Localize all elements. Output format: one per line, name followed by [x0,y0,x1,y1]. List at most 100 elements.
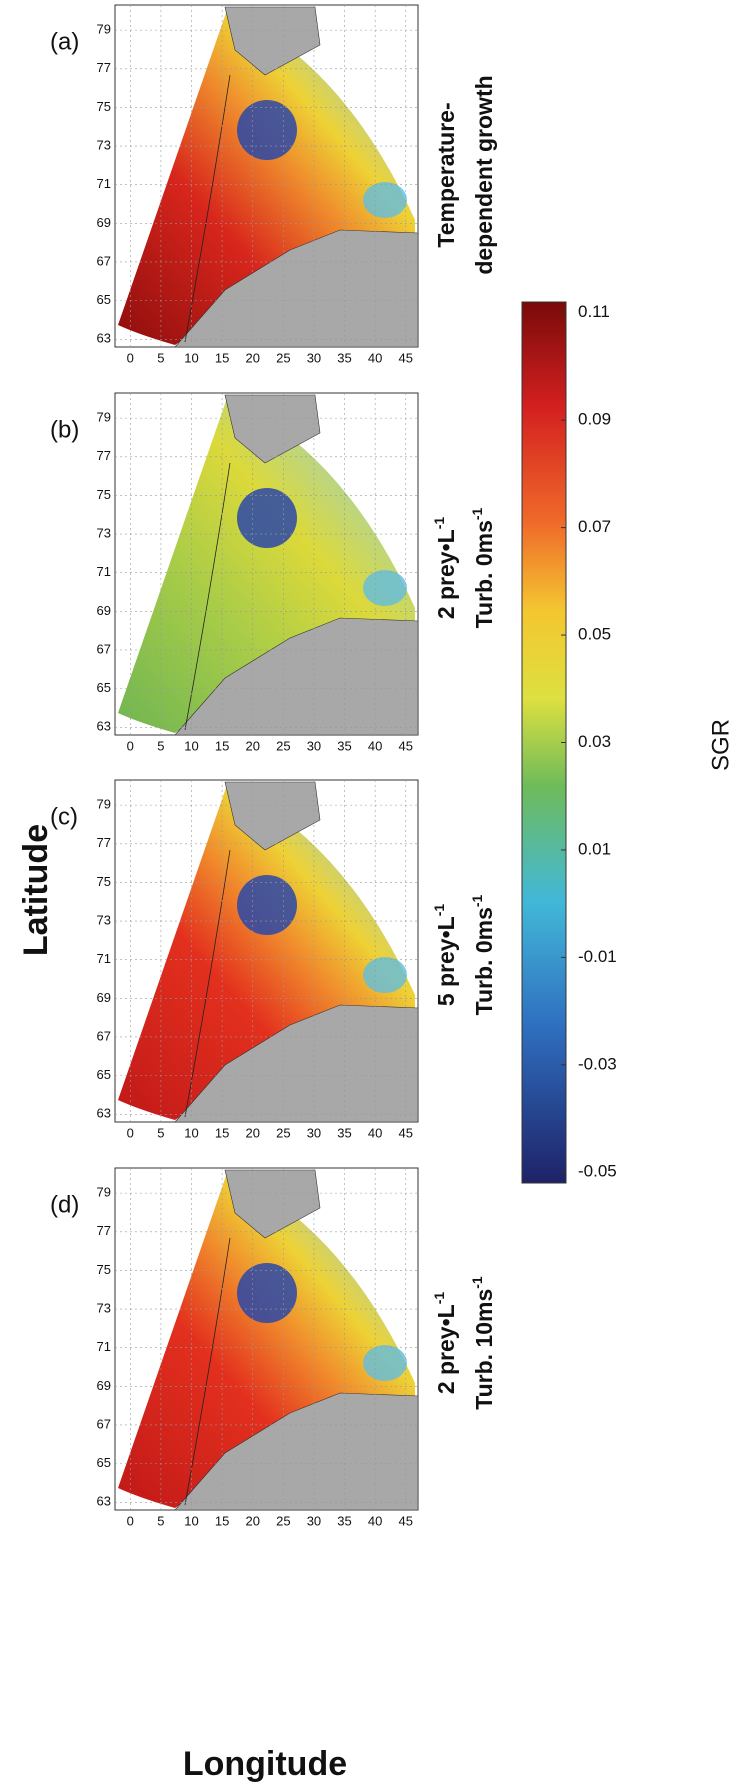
panel-title-text: Turb. 10ms [471,1289,497,1410]
x-tick-label: 25 [276,1513,290,1528]
panel-label: (c) [50,803,78,830]
sea-field [118,10,415,345]
y-tick-label: 65 [97,1455,111,1470]
coast-contour [184,1237,231,1506]
x-axis-label: Longitude [183,1745,347,1783]
x-tick-label: 45 [399,738,413,753]
land [174,1392,419,1511]
x-tick-label: 0 [127,1125,134,1140]
land [174,617,419,736]
colorbar-tick-label: 0.11 [578,302,610,321]
x-tick-label: 20 [245,738,259,753]
y-tick-label: 73 [97,912,111,927]
panel-title-text: Turb. 0ms [471,907,497,1015]
x-tick-label: 0 [127,350,134,365]
colorbar-tick-label: 0.03 [578,732,611,751]
panel-title: 2 prey•L-1 [431,517,459,620]
x-tick-label: 10 [184,1513,198,1528]
colorbar-label: SGR [707,719,734,771]
map-panel: 0 5 10 15 20 25 30 35 40 45 63 65 67 69 71 73 75 77 79 (b) 2… [50,392,497,753]
x-tick-label: 35 [337,1513,351,1528]
panel-title-text: Turb. 0ms [471,520,497,628]
svalbard [224,781,321,851]
x-tick-label: 5 [157,350,164,365]
panel-title-sup: -1 [469,507,485,520]
y-tick-label: 73 [97,525,111,540]
coast-contour [184,462,231,731]
panel-title: dependent growth [471,75,497,274]
y-tick-label: 71 [97,1339,111,1354]
y-tick-label: 65 [97,680,111,695]
x-tick-label: 25 [276,1125,290,1140]
y-tick-label: 79 [97,22,111,37]
panel-title: 2 prey•L-1 [431,1292,459,1395]
y-tick-label: 63 [97,1494,111,1509]
colorbar [521,301,567,1184]
svalbard [224,1169,321,1239]
y-tick-label: 79 [97,1185,111,1200]
x-tick-label: 20 [245,1125,259,1140]
colorbar-tick-label: -0.03 [578,1054,617,1073]
x-tick-label: 40 [368,350,382,365]
y-tick-label: 65 [97,1067,111,1082]
x-tick-label: 30 [307,1513,321,1528]
y-axis-label: Latitude [17,824,55,956]
x-tick-label: 15 [215,350,229,365]
panel-title-sup: -1 [469,894,485,907]
panel-title-sup: -1 [431,517,447,530]
map-panel: 0 5 10 15 20 25 30 35 40 45 63 65 67 69 71 73 75 77 79 (d) 2… [50,1167,497,1528]
cool-patch [363,1345,407,1381]
x-tick-label: 15 [215,1125,229,1140]
panel-title-sup: -1 [431,1292,447,1305]
y-tick-label: 69 [97,1378,111,1393]
panel-title-text: 2 prey•L [433,529,459,619]
sea-field [118,1173,415,1508]
y-tick-label: 77 [97,835,111,850]
x-tick-label: 45 [399,1513,413,1528]
cool-patch [363,182,407,218]
x-tick-label: 20 [245,350,259,365]
y-tick-label: 69 [97,603,111,618]
cold-patch [237,1263,297,1323]
colorbar-tick-label: -0.01 [578,947,617,966]
colorbar-tick-label: 0.09 [578,410,611,429]
map-panel: 0 5 10 15 20 25 30 35 40 45 63 65 67 69 71 73 75 77 79 (a) T… [50,4,497,365]
y-tick-label: 63 [97,331,111,346]
x-tick-label: 5 [157,1513,164,1528]
x-tick-label: 5 [157,1125,164,1140]
x-tick-label: 0 [127,738,134,753]
y-tick-label: 67 [97,641,111,656]
x-tick-label: 10 [184,738,198,753]
panel-title-text: 2 prey•L [433,1304,459,1394]
map-panel: 0 5 10 15 20 25 30 35 40 45 63 65 67 69 71 73 75 77 79 (c) 5… [50,779,497,1140]
svalbard [224,6,321,76]
coast-contour [184,74,231,343]
cool-patch [363,957,407,993]
coast-contour [184,849,231,1118]
land [174,1004,419,1123]
cold-patch [237,488,297,548]
colorbar-tick-label: -0.05 [578,1162,617,1181]
x-tick-label: 30 [307,738,321,753]
panel-title: 5 prey•L-1 [431,904,459,1007]
y-tick-label: 71 [97,951,111,966]
panel-title: Turb. 0ms-1 [469,894,497,1015]
panel-title-text: dependent growth [471,75,497,274]
x-tick-label: 20 [245,1513,259,1528]
y-tick-label: 77 [97,448,111,463]
y-tick-label: 73 [97,137,111,152]
x-tick-label: 40 [368,738,382,753]
x-tick-label: 30 [307,350,321,365]
x-tick-label: 45 [399,1125,413,1140]
y-tick-label: 75 [97,99,111,114]
panel-title: Turb. 0ms-1 [469,507,497,628]
x-tick-label: 35 [337,1125,351,1140]
y-tick-label: 75 [97,874,111,889]
x-tick-label: 40 [368,1513,382,1528]
panel-label: (a) [50,28,79,55]
x-tick-label: 15 [215,738,229,753]
x-tick-label: 35 [337,738,351,753]
x-tick-label: 15 [215,1513,229,1528]
cold-patch [237,100,297,160]
